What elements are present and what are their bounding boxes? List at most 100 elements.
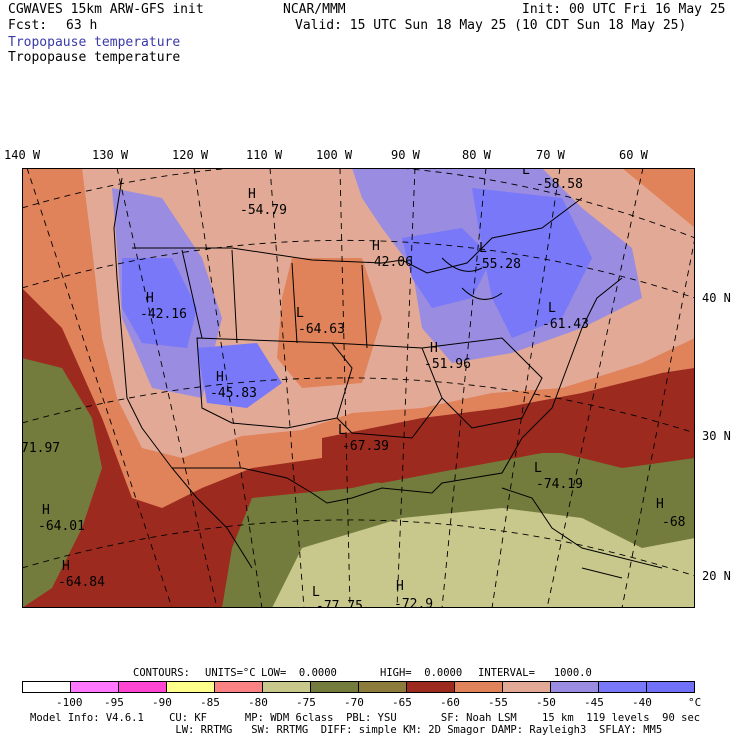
model-info-line2: LW: RRTMG SW: RRTMG DIFF: simple KM: 2D … (30, 724, 663, 736)
colorbar-tick-label: -75 (296, 696, 316, 709)
parallel-line (22, 239, 695, 299)
shading-khaki-gulf (272, 508, 695, 608)
extremum-type: H (216, 370, 224, 385)
colorbar-tick-label: -80 (248, 696, 268, 709)
colorbar-cell (550, 681, 599, 693)
extremum-type: L (534, 461, 542, 476)
lon-label-90w: 90 W (391, 148, 420, 162)
extremum-value: 71.97 (22, 441, 60, 456)
extremum-value: -72.9 (394, 597, 433, 608)
extremum-value: -68 (662, 515, 685, 530)
shading-blue-colorado (197, 343, 282, 408)
lat-label-40n: 40 N (702, 291, 731, 305)
colorbar-cell (646, 681, 695, 693)
meridian-line (116, 168, 218, 608)
extremum-type: L (548, 301, 556, 316)
parallel-line (22, 377, 695, 434)
meridian-line (26, 168, 173, 608)
init-time: Init: 00 UTC Fri 16 May 25 (522, 2, 726, 17)
contours-interval: INTERVAL= 1000.0 (478, 667, 592, 679)
colorbar-cell (598, 681, 647, 693)
model-title: CGWAVES 15km ARW-GFS init (8, 2, 204, 17)
meridian-line (269, 168, 305, 608)
lat-label-20n: 20 N (702, 569, 731, 583)
colorbar-tick-label: -50 (536, 696, 556, 709)
extremum-value: -64.01 (38, 519, 85, 534)
forecast-label: Fcst: (8, 18, 48, 33)
meridian-line (339, 168, 351, 608)
us-canada-border (132, 197, 583, 274)
colorbar-tick-label: -65 (392, 696, 412, 709)
colorbar-tick-label: -85 (200, 696, 220, 709)
extremum-value: -61.43 (542, 317, 589, 332)
shading-blue-west (122, 258, 197, 348)
parallel-line (22, 519, 695, 577)
contours-label: CONTOURS: (133, 667, 190, 679)
lon-label-100w: 100 W (316, 148, 353, 162)
contours-high: HIGH= 0.0000 (380, 667, 463, 679)
colorbar-cell (118, 681, 167, 693)
extremum-type: L (522, 168, 530, 178)
meridian-line (441, 168, 487, 608)
colorbar-cell (214, 681, 263, 693)
colorbar-cell (22, 681, 71, 693)
colorbar-tick-label: -90 (152, 696, 172, 709)
extremum-value: -45.83 (210, 386, 257, 401)
extrema-labels: H -54.79 H -42.16 H -45.83 H -42.06 L -5… (22, 168, 685, 608)
contour-field-title: Tropopause temperature (8, 50, 181, 65)
extremum-type: H (62, 559, 70, 574)
colorbar-cell (502, 681, 551, 693)
shading-orange-plains (277, 258, 382, 388)
colorbar-tick-label: -100 (56, 696, 83, 709)
lat-label-30n: 30 N (702, 429, 731, 443)
pacific-coastline (113, 177, 253, 569)
meridian-line (396, 168, 416, 608)
caribbean-coastline (501, 487, 663, 579)
lon-label-140w: 140 W (4, 148, 41, 162)
graticule (22, 168, 695, 608)
extremum-value: -64.63 (298, 322, 345, 337)
extremum-value: -64.84 (58, 575, 105, 590)
extremum-type: H (248, 187, 256, 202)
extremum-value: -54.79 (240, 203, 287, 218)
colorbar-tick-label: -40 (632, 696, 652, 709)
lon-label-130w: 130 W (92, 148, 129, 162)
meridian-line (193, 168, 263, 608)
lon-label-80w: 80 W (462, 148, 491, 162)
contours-low: LOW= 0.0000 (261, 667, 337, 679)
state-lines (181, 249, 368, 349)
colorbar-tick-label: -95 (104, 696, 124, 709)
colorbar-unit: °C (688, 696, 702, 709)
colorbar-tick-label: -60 (440, 696, 460, 709)
state-lines (196, 337, 353, 429)
meridian-line (491, 168, 561, 608)
extremum-value: -74.19 (536, 477, 583, 492)
extremum-type: L (479, 241, 487, 256)
extremum-value: -67.39 (342, 439, 389, 454)
organization-label: NCAR/MMM (283, 2, 346, 17)
extremum-type: H (396, 579, 404, 594)
colorbar-cell (262, 681, 311, 693)
lon-label-60w: 60 W (619, 148, 648, 162)
shading-blue-northeast (472, 188, 592, 338)
tropopause-temperature-map: H -54.79 H -42.16 H -45.83 H -42.06 L -5… (22, 168, 695, 608)
colorbar-cell (454, 681, 503, 693)
extremum-type: L (338, 423, 346, 438)
valid-time: Valid: 15 UTC Sun 18 May 25 (10 CDT Sun … (295, 18, 687, 33)
colorbar-tick-label: -45 (584, 696, 604, 709)
colorbar-cell (70, 681, 119, 693)
extremum-value: -77.75 (316, 599, 363, 608)
colorbar-tick-label: -70 (344, 696, 364, 709)
lon-label-120w: 120 W (172, 148, 209, 162)
extremum-type: L (296, 306, 304, 321)
extremum-value: -42.06 (366, 255, 413, 270)
colorbar-cell (406, 681, 455, 693)
state-lines (421, 337, 543, 429)
political-boundaries (113, 177, 663, 579)
model-info-line1: Model Info: V4.6.1 CU: KF MP: WDM 6class… (30, 712, 701, 724)
contours-units: UNITS=°C (205, 667, 256, 679)
colorbar-cell (358, 681, 407, 693)
lon-label-70w: 70 W (536, 148, 565, 162)
lon-label-110w: 110 W (246, 148, 283, 162)
parallel-line (22, 168, 695, 239)
